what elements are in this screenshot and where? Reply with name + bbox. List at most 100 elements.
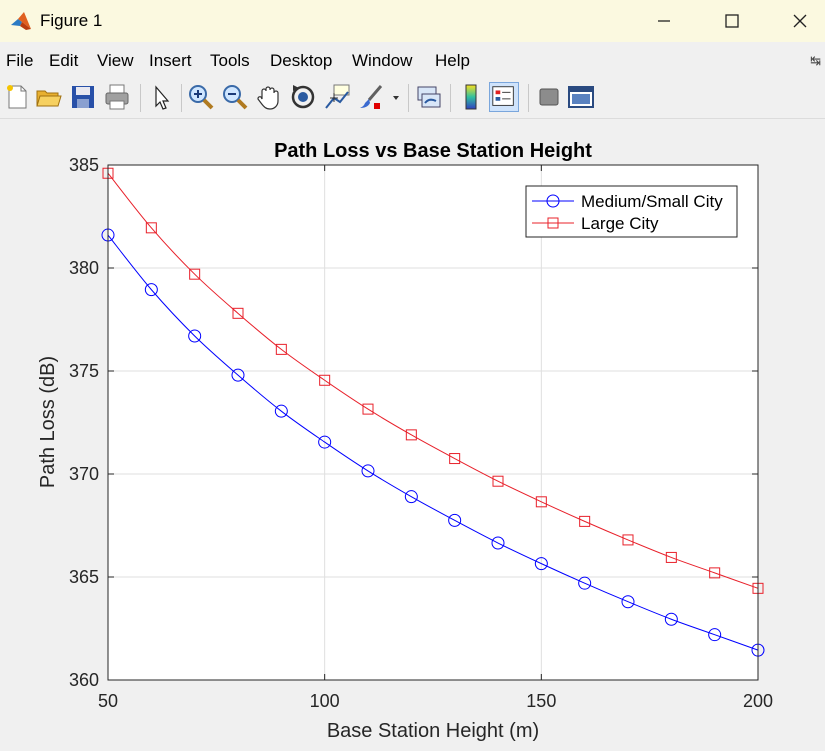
- data-point-medium-small-city: [491, 536, 505, 550]
- legend[interactable]: Medium/Small City Large City: [525, 185, 738, 238]
- data-point-medium-small-city: [404, 490, 418, 504]
- legend-icon: [492, 86, 514, 106]
- save-icon: [72, 86, 94, 108]
- legend-marker-square: [547, 217, 559, 229]
- series-line-medium-small-city: [107, 234, 759, 651]
- figure-canvas: 50 100 150 200 360 365 370 375 380 385 Path Loss …: [0, 119, 825, 751]
- y-tick-label: 370: [69, 464, 99, 484]
- menu-view[interactable]: View: [97, 51, 134, 70]
- series-line-large-city: [107, 172, 759, 589]
- data-point-large-city: [449, 453, 461, 465]
- select-arrow-button[interactable]: [146, 82, 176, 112]
- x-tick-label: 100: [310, 691, 340, 711]
- menu-overflow-icon[interactable]: ↹: [810, 53, 821, 68]
- menu-file[interactable]: File: [6, 51, 34, 70]
- link-plot-icon: [417, 86, 441, 108]
- data-point-medium-small-city: [318, 435, 332, 449]
- data-point-large-city: [622, 534, 634, 546]
- data-point-large-city: [362, 403, 374, 415]
- title-bar: Figure 1: [0, 0, 825, 42]
- toolbar-separator: [408, 84, 409, 112]
- close-button[interactable]: [770, 0, 825, 42]
- chevron-down-icon: [393, 96, 399, 100]
- pan-hand-button[interactable]: [254, 82, 284, 112]
- data-cursor-icon: [325, 84, 350, 109]
- x-tick-label: 50: [98, 691, 118, 711]
- x-tick-label: 150: [526, 691, 556, 711]
- axes-box: [107, 164, 759, 681]
- print-button[interactable]: [102, 82, 132, 112]
- maximize-button[interactable]: [702, 0, 762, 42]
- zoom-in-icon: [189, 85, 214, 110]
- legend-button[interactable]: [489, 82, 519, 112]
- matlab-logo-icon: [11, 12, 31, 30]
- data-point-medium-small-city: [274, 404, 288, 418]
- close-icon: [793, 14, 807, 28]
- x-axis-label: Base Station Height (m): [327, 720, 539, 742]
- colorbar-icon: [465, 84, 477, 110]
- save-button[interactable]: [68, 82, 98, 112]
- data-point-large-city: [492, 475, 504, 487]
- data-point-large-city: [405, 429, 417, 441]
- menu-help[interactable]: Help: [435, 51, 470, 70]
- data-point-large-city: [665, 551, 677, 563]
- data-point-large-city: [275, 343, 287, 355]
- menu-insert[interactable]: Insert: [149, 51, 192, 70]
- data-cursor-button[interactable]: [322, 82, 352, 112]
- x-tick-label: 200: [743, 691, 773, 711]
- zoom-out-icon: [223, 85, 248, 110]
- plot-area: [108, 165, 758, 680]
- print-icon: [105, 84, 129, 110]
- toolbar-separator: [528, 84, 529, 112]
- menu-bar: File Edit View Insert Tools Desktop Wind…: [0, 45, 825, 77]
- menu-edit[interactable]: Edit: [49, 51, 79, 70]
- window-title: Figure 1: [40, 11, 103, 30]
- y-tick-label: 375: [69, 361, 99, 381]
- data-point-medium-small-city: [664, 612, 678, 626]
- y-axis-label: Path Loss (dB): [37, 356, 59, 488]
- data-point-large-city: [145, 222, 157, 234]
- menu-desktop[interactable]: Desktop: [270, 51, 333, 70]
- rotate-3d-button[interactable]: [288, 82, 318, 112]
- dock-button[interactable]: [566, 82, 596, 112]
- legend-box: [525, 185, 738, 238]
- data-point-medium-small-city: [708, 628, 722, 642]
- y-tick-label: 385: [69, 155, 99, 175]
- chart-title: Path Loss vs Base Station Height: [274, 140, 592, 162]
- open-file-button[interactable]: [34, 82, 64, 112]
- data-point-medium-small-city: [534, 557, 548, 571]
- data-point-medium-small-city: [621, 595, 635, 609]
- minimize-button[interactable]: [634, 0, 694, 42]
- pan-hand-icon: [257, 86, 279, 110]
- hide-tools-button[interactable]: [534, 82, 564, 112]
- data-point-medium-small-city: [361, 464, 375, 478]
- data-point-large-city: [709, 567, 721, 579]
- menu-window[interactable]: Window: [352, 51, 413, 70]
- hide-tools-icon: [539, 88, 559, 106]
- legend-label-large-city: Large City: [581, 214, 659, 233]
- dock-icon: [568, 86, 594, 108]
- toolbar-separator: [140, 84, 141, 112]
- colorbar-button[interactable]: [456, 82, 486, 112]
- brush-icon: [360, 85, 383, 109]
- data-point-medium-small-city: [448, 513, 462, 527]
- brush-dropdown-button[interactable]: [390, 82, 402, 112]
- toolbar-separator: [450, 84, 451, 112]
- zoom-in-button[interactable]: [186, 82, 216, 112]
- minimize-icon: [658, 20, 670, 22]
- y-tick-label: 365: [69, 567, 99, 587]
- new-figure-button[interactable]: [2, 82, 32, 112]
- menu-tools[interactable]: Tools: [210, 51, 250, 70]
- data-point-medium-small-city: [144, 283, 158, 297]
- y-tick-label: 360: [69, 670, 99, 690]
- data-point-large-city: [579, 515, 591, 527]
- link-plot-button[interactable]: [414, 82, 444, 112]
- legend-label-medium-small-city: Medium/Small City: [581, 192, 723, 211]
- brush-button[interactable]: [357, 82, 387, 112]
- maximize-icon: [725, 14, 739, 28]
- zoom-out-button[interactable]: [220, 82, 250, 112]
- data-point-large-city: [535, 496, 547, 508]
- rotate-3d-icon: [291, 85, 315, 109]
- toolbar: [0, 78, 825, 119]
- new-figure-icon: [7, 85, 27, 109]
